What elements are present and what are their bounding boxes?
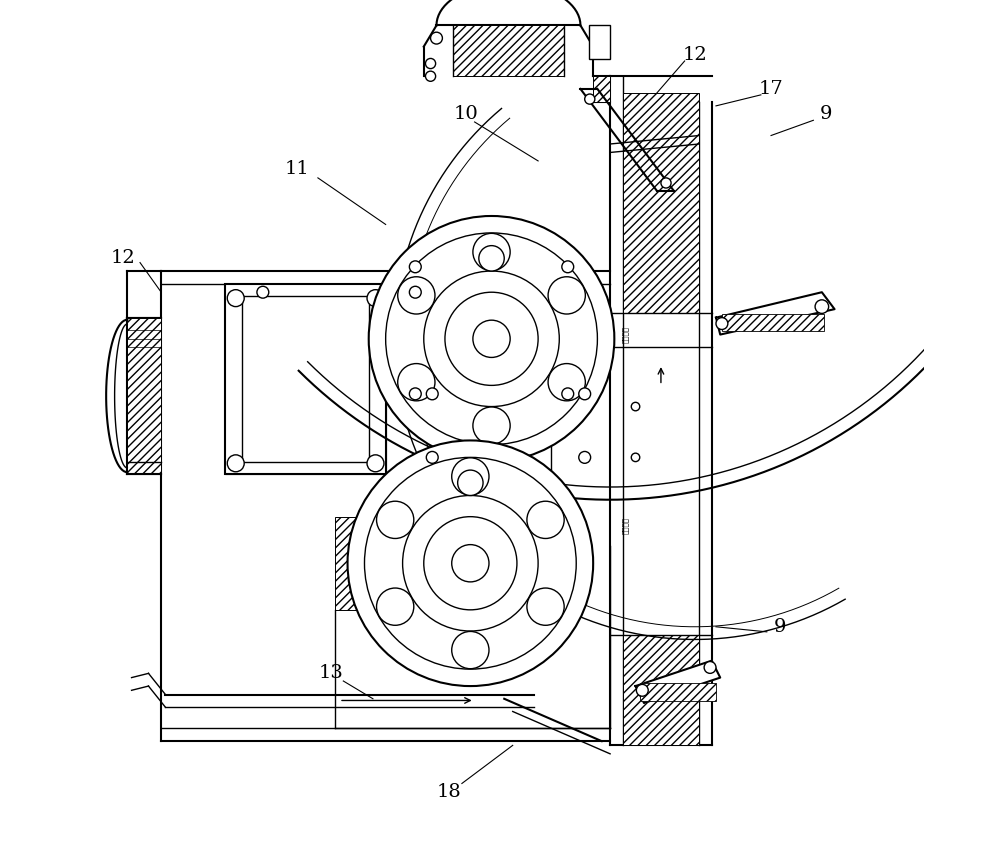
Text: 12: 12 <box>682 46 707 64</box>
Circle shape <box>409 261 421 273</box>
Text: 17: 17 <box>759 80 783 98</box>
Bar <box>722 314 824 331</box>
Circle shape <box>636 684 648 696</box>
Circle shape <box>585 94 595 104</box>
Text: 9: 9 <box>820 105 832 124</box>
Circle shape <box>631 402 640 411</box>
Circle shape <box>426 451 438 463</box>
Bar <box>623 93 699 313</box>
Circle shape <box>579 451 591 463</box>
Circle shape <box>704 662 716 673</box>
Text: 18: 18 <box>437 783 462 801</box>
Circle shape <box>431 32 442 44</box>
Circle shape <box>369 216 614 462</box>
Circle shape <box>367 290 384 307</box>
Text: 13: 13 <box>318 664 343 683</box>
Circle shape <box>447 473 459 484</box>
Circle shape <box>479 246 504 271</box>
Circle shape <box>452 457 489 495</box>
Circle shape <box>473 233 510 271</box>
Text: 走纸方向: 走纸方向 <box>622 326 629 343</box>
Bar <box>640 683 716 701</box>
Circle shape <box>527 588 564 625</box>
Circle shape <box>452 632 489 669</box>
Circle shape <box>367 455 384 472</box>
Bar <box>127 318 161 474</box>
Bar <box>432 470 551 487</box>
Bar <box>225 284 386 474</box>
Circle shape <box>348 440 593 686</box>
Circle shape <box>398 363 435 401</box>
Circle shape <box>527 501 564 539</box>
Bar <box>593 76 610 102</box>
Polygon shape <box>716 292 835 335</box>
Circle shape <box>458 470 483 495</box>
Circle shape <box>473 320 510 357</box>
Circle shape <box>386 233 597 445</box>
Circle shape <box>426 388 438 400</box>
Circle shape <box>424 517 517 610</box>
Circle shape <box>403 495 538 631</box>
Circle shape <box>257 286 269 298</box>
Bar <box>453 25 564 76</box>
Circle shape <box>409 388 421 400</box>
Circle shape <box>562 388 574 400</box>
Circle shape <box>548 363 585 401</box>
Circle shape <box>815 300 829 313</box>
Circle shape <box>716 318 728 329</box>
Circle shape <box>424 271 559 407</box>
Circle shape <box>409 286 421 298</box>
Circle shape <box>631 453 640 462</box>
Circle shape <box>227 455 244 472</box>
Circle shape <box>579 388 591 400</box>
Circle shape <box>227 290 244 307</box>
Circle shape <box>524 473 536 484</box>
Circle shape <box>661 178 671 188</box>
Text: 12: 12 <box>111 249 135 268</box>
Circle shape <box>445 292 538 385</box>
Circle shape <box>425 71 436 81</box>
Circle shape <box>364 457 576 669</box>
Circle shape <box>452 545 489 582</box>
Circle shape <box>425 58 436 69</box>
Bar <box>623 635 699 745</box>
Text: 11: 11 <box>284 160 309 179</box>
Text: 10: 10 <box>454 105 478 124</box>
Circle shape <box>377 501 414 539</box>
Circle shape <box>377 588 414 625</box>
Circle shape <box>548 277 585 314</box>
Text: 9: 9 <box>773 617 786 636</box>
Circle shape <box>473 407 510 444</box>
Text: 走纸方向: 走纸方向 <box>622 517 629 534</box>
Polygon shape <box>636 661 720 703</box>
Bar <box>335 517 356 610</box>
Circle shape <box>562 261 574 273</box>
Circle shape <box>398 277 435 314</box>
Bar <box>225 284 386 474</box>
Bar <box>242 296 369 462</box>
Bar <box>589 25 610 59</box>
